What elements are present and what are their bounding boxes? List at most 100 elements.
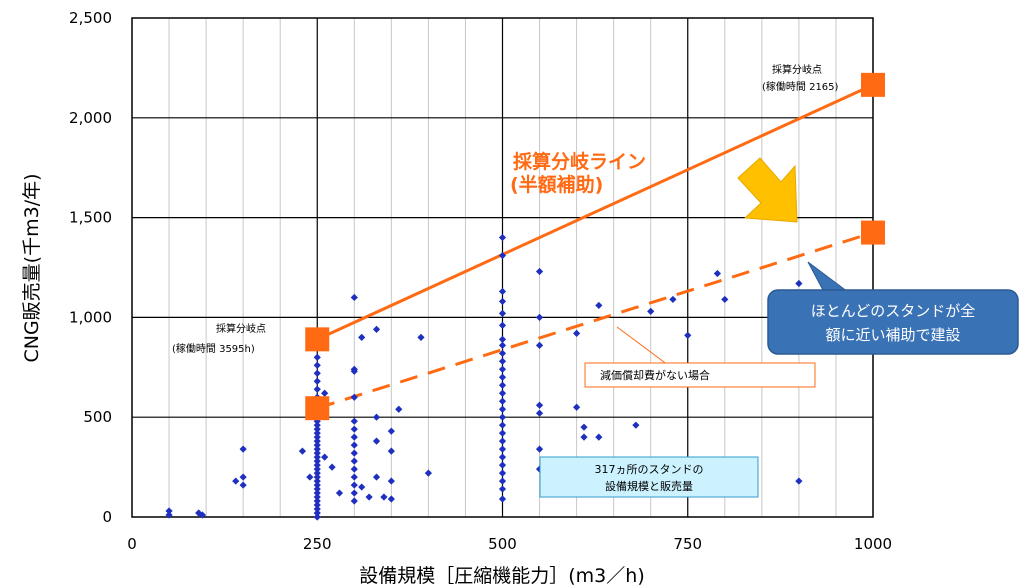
data-point [314, 386, 321, 393]
data-point [499, 382, 506, 389]
data-point [499, 438, 506, 445]
callout-line-1: ほとんどのスタンドが全 [811, 302, 976, 320]
data-point [499, 322, 506, 329]
data-point [314, 378, 321, 385]
data-point [499, 454, 506, 461]
data-point [336, 489, 343, 496]
data-point [240, 473, 247, 480]
data-point [351, 450, 358, 457]
data-point [721, 296, 728, 303]
data-point [395, 406, 402, 413]
data-point [373, 473, 380, 480]
data-point [321, 390, 328, 397]
y-tick-label: 2,000 [69, 109, 112, 127]
data-point [358, 334, 365, 341]
data-point [314, 362, 321, 369]
data-point [314, 370, 321, 377]
data-point [232, 477, 239, 484]
data-point [499, 495, 506, 502]
data-point [684, 332, 691, 339]
right-breakeven-title: 採算分岐点 [772, 63, 822, 76]
data-point [351, 426, 358, 433]
data-point [580, 424, 587, 431]
x-tick-label: 0 [127, 535, 137, 553]
data-point [351, 434, 358, 441]
data-point [351, 497, 358, 504]
data-point [351, 294, 358, 301]
info-box-line-1: 317ヵ所のスタンドの [595, 463, 704, 476]
data-point [499, 358, 506, 365]
data-point [373, 438, 380, 445]
data-point [366, 493, 373, 500]
data-point [536, 410, 543, 417]
data-point [373, 326, 380, 333]
data-point [595, 434, 602, 441]
x-tick-label: 1000 [854, 535, 892, 553]
data-point [499, 485, 506, 492]
data-point [388, 477, 395, 484]
left-breakeven-title: 採算分岐点 [216, 322, 266, 335]
no-depreciation-marker-left [305, 396, 329, 420]
x-tick-label: 750 [673, 535, 702, 553]
data-point [358, 483, 365, 490]
data-point [536, 402, 543, 409]
data-point [499, 398, 506, 405]
data-point [388, 495, 395, 502]
data-point [299, 448, 306, 455]
data-point [536, 342, 543, 349]
yellow-arrow-icon [738, 158, 797, 222]
data-point [373, 414, 380, 421]
info-box: 317ヵ所のスタンドの 設備規模と販売量 [540, 457, 758, 497]
data-point [351, 481, 358, 488]
data-point [499, 390, 506, 397]
data-point [499, 422, 506, 429]
data-point [795, 477, 802, 484]
data-point [499, 462, 506, 469]
y-tick-label: 500 [83, 408, 112, 426]
data-point [321, 454, 328, 461]
data-point [380, 493, 387, 500]
data-point [536, 314, 543, 321]
data-point [632, 422, 639, 429]
no-depreciation-text: 減価償却費がない場合 [600, 368, 710, 382]
data-point [351, 473, 358, 480]
right-breakeven-sub: (稼働時間 2165) [762, 80, 839, 93]
data-point [499, 446, 506, 453]
data-point [595, 302, 602, 309]
x-axis-label: 設備規模［圧縮機能力］(m3／h) [359, 565, 644, 587]
data-point [499, 406, 506, 413]
breakeven-marker-right [861, 73, 885, 97]
data-point [499, 469, 506, 476]
y-tick-label: 1,000 [69, 308, 112, 326]
data-point [499, 374, 506, 381]
data-point [328, 464, 335, 471]
data-point [240, 481, 247, 488]
data-point [499, 342, 506, 349]
breakeven-marker-left [305, 327, 329, 351]
data-point [388, 448, 395, 455]
data-point [499, 477, 506, 484]
data-point [417, 334, 424, 341]
series-lines [317, 85, 873, 408]
no-depreciation-marker-right [861, 221, 885, 245]
data-point [499, 234, 506, 241]
data-point [580, 434, 587, 441]
x-tick-label: 250 [303, 535, 332, 553]
data-point [314, 354, 321, 361]
data-point [499, 366, 506, 373]
data-point [536, 268, 543, 275]
data-point [573, 404, 580, 411]
data-point [351, 489, 358, 496]
data-point [351, 465, 358, 472]
data-point [536, 446, 543, 453]
info-box-line-2: 設備規模と販売量 [605, 479, 693, 493]
callout-line-2: 額に近い補助で建設 [825, 326, 960, 344]
left-breakeven-sub: (稼働時間 3595h) [172, 342, 255, 355]
data-point [499, 310, 506, 317]
callout: ほとんどのスタンドが全 額に近い補助で建設 [768, 262, 1018, 354]
data-point [795, 280, 802, 287]
y-axis-label: CNG販売量(千m3/年) [21, 173, 43, 362]
data-point [573, 330, 580, 337]
data-point [669, 296, 676, 303]
breakeven-line-label-1: 採算分岐ライン [513, 150, 646, 173]
